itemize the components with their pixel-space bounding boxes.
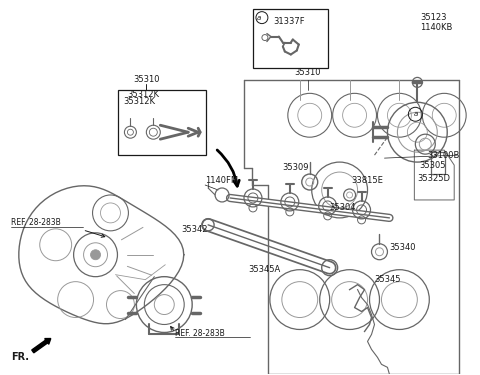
Text: 35345A: 35345A [248, 265, 280, 274]
Text: 35312K: 35312K [123, 98, 156, 106]
Text: 33815E: 33815E [351, 176, 384, 185]
Text: 35342: 35342 [181, 225, 208, 234]
Text: 35304: 35304 [330, 203, 356, 212]
Text: a: a [257, 15, 261, 21]
Text: 35345: 35345 [374, 275, 401, 284]
Bar [119, 90, 206, 155]
Text: 1140FM: 1140FM [205, 176, 238, 184]
Text: 35310: 35310 [133, 75, 159, 84]
Text: 35305: 35305 [420, 160, 446, 170]
FancyArrow shape [32, 339, 51, 353]
Text: 31337F: 31337F [273, 16, 304, 26]
Bar [432, 152, 445, 174]
Text: REF. 28-283B: REF. 28-283B [11, 218, 60, 227]
Text: 1140KB: 1140KB [420, 22, 453, 32]
Text: FR.: FR. [11, 352, 29, 362]
Text: REF. 28-283B: REF. 28-283B [175, 330, 225, 339]
Bar [253, 9, 328, 69]
Text: 35310: 35310 [295, 68, 321, 77]
Text: 35123: 35123 [420, 13, 447, 22]
Circle shape [91, 250, 100, 260]
Text: 35312K: 35312K [127, 90, 159, 99]
Text: 33100B: 33100B [427, 151, 459, 160]
Text: 35325D: 35325D [417, 174, 450, 183]
Text: 35309: 35309 [283, 163, 309, 172]
Text: a: a [413, 111, 418, 117]
Text: 35340: 35340 [389, 243, 416, 252]
